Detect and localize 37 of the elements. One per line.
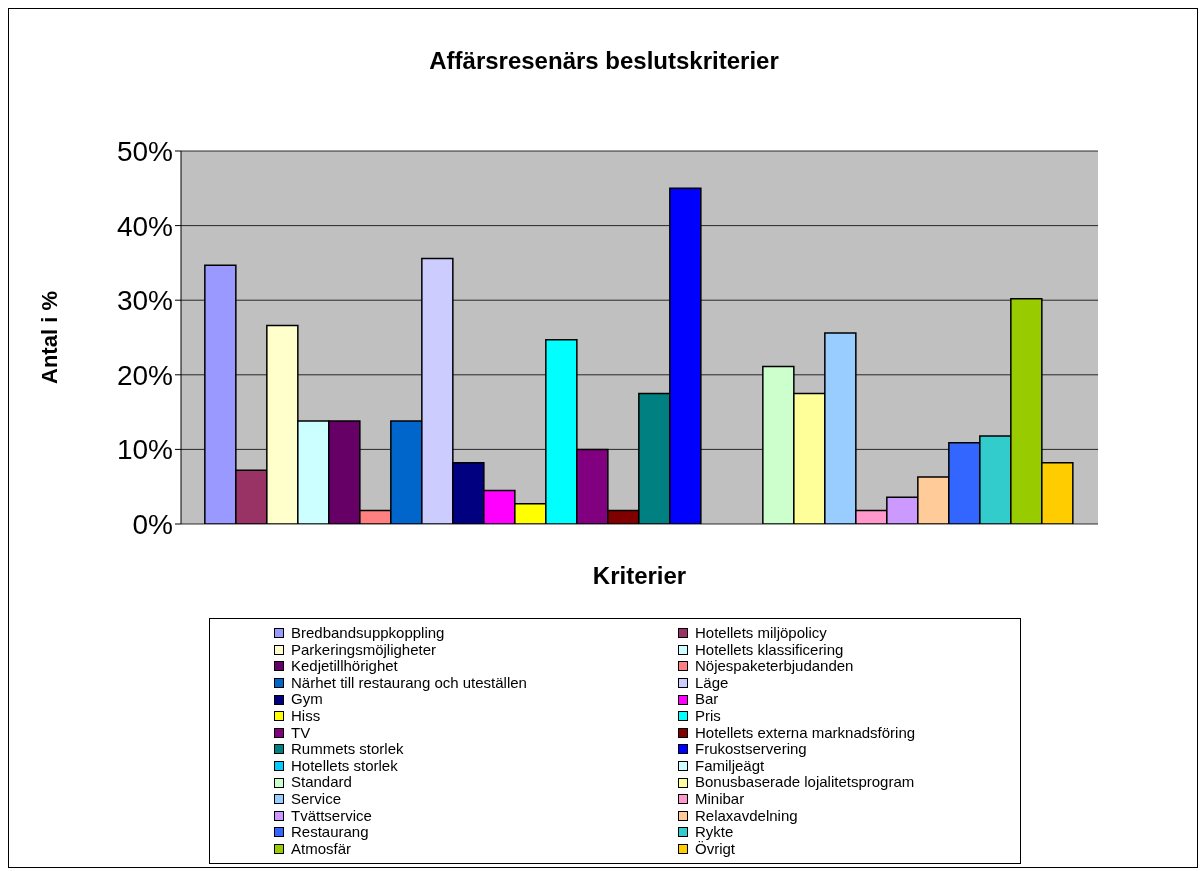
legend-label: Standard [291,773,352,791]
legend-label: TV [291,723,311,742]
legend-label: Hotellets klassificering [695,640,844,659]
legend-label: Hotellets miljöpolicy [695,624,827,642]
legend-label: Atmosfär [291,839,351,858]
y-tick-label: 0% [132,508,173,540]
chart-title: Affärsresenärs beslutskriterier [428,47,780,75]
y-tick-label: 50% [116,135,173,167]
y-axis-title: Antal i % [36,291,62,384]
legend-label: Hotellets externa marknadsföring [695,723,916,742]
legend-label: Gym [291,690,323,708]
legend-label: Närhet till restaurang och uteställen [291,673,527,692]
legend-label: Hiss [291,706,321,725]
y-tick-label: 10% [116,434,173,466]
legend-label: Frukostservering [695,740,807,758]
legend-label: Hotellets storlek [291,756,398,775]
legend-label: Pris [695,706,721,725]
legend-label: Övrigt [695,839,736,858]
legend-label: Bredbandsuppkoppling [291,624,445,642]
legend-label: Kedjetillhörighet [291,657,398,675]
legend-label: Rummets storlek [291,740,404,758]
legend-label: Familjeägt [695,756,765,775]
legend-label: Nöjespaketerbjudanden [695,657,854,675]
legend-label: Bonusbaserade lojalitetsprogram [695,773,915,791]
legend-label: Parkeringsmöjligheter [291,640,437,659]
legend-label: Relaxavdelning [695,806,798,825]
y-tick-label: 20% [116,359,173,391]
legend-label: Bar [695,690,719,708]
legend-label: Tvättservice [291,806,372,825]
y-tick-label: 40% [116,210,173,242]
legend-label: Minibar [695,789,745,808]
legend-label: Läge [695,673,729,692]
legend-label: Rykte [695,823,734,841]
x-axis-title: Kriterier [591,562,688,590]
legend-label: Service [291,789,342,808]
legend-label: Restaurang [291,823,369,841]
y-tick-label: 30% [116,285,173,317]
